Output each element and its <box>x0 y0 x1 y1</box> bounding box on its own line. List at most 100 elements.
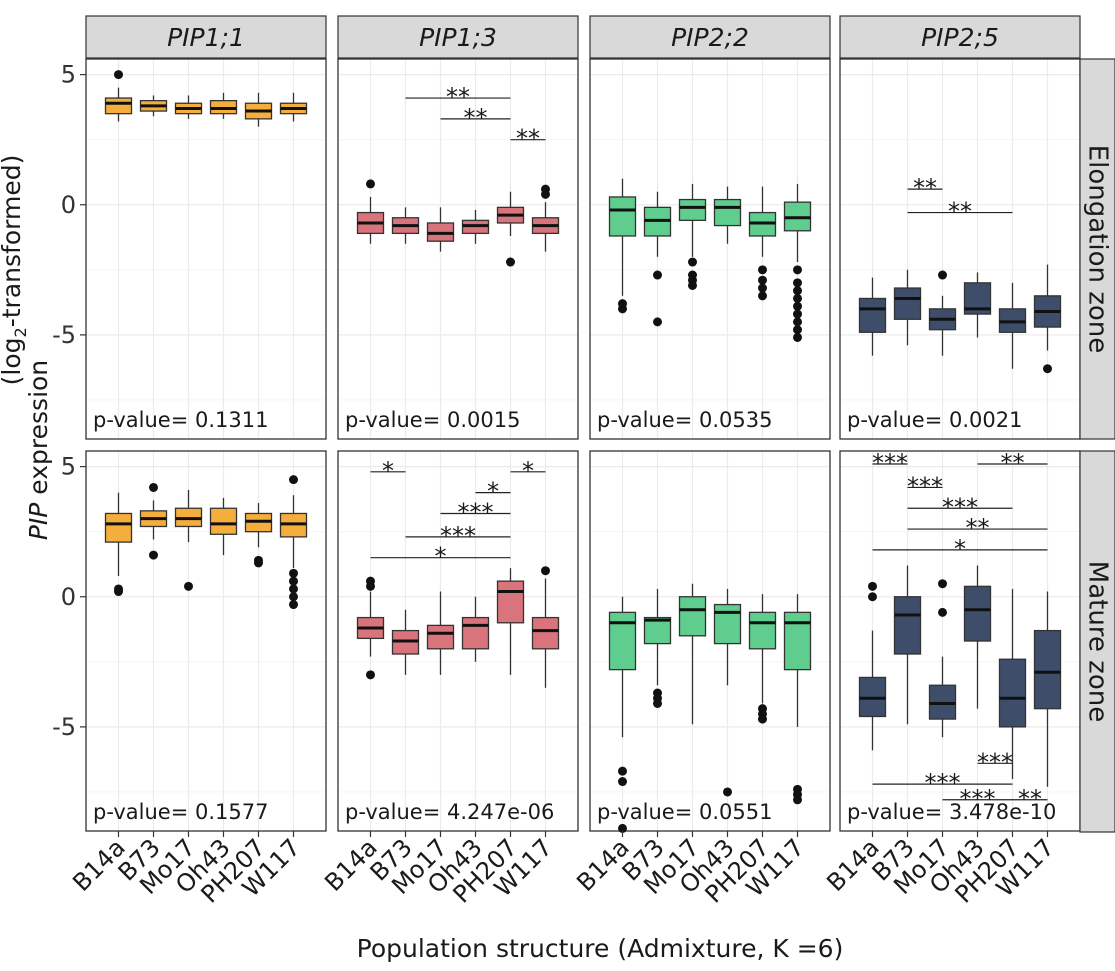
outlier-panel-PIP2-5-mature-B14a-0 <box>868 592 877 602</box>
box-panel-PIP2-5-elongation-B14a <box>858 297 887 333</box>
outlier-panel-PIP2-2-mature-PH207-2 <box>758 714 767 724</box>
sig-label-panel-PIP1-3-mature-5: * <box>435 543 447 571</box>
outlier-panel-PIP2-2-elongation-Mo17-0 <box>688 257 697 267</box>
sig-label-panel-PIP2-5-mature-4: ** <box>966 514 990 542</box>
outlier-panel-PIP2-5-elongation-W117-0 <box>1043 364 1052 374</box>
outlier-panel-PIP2-2-elongation-W117-7 <box>793 325 802 335</box>
y-tick-label-0-0: 0 <box>61 191 76 219</box>
zone-strip-bg-0 <box>1079 58 1115 440</box>
outlier-panel-PIP1-1-elongation-B14a-0 <box>114 70 123 80</box>
y-tick-label-0-5: 5 <box>61 61 76 89</box>
frame-panel-PIP1-1-elongation <box>85 58 327 440</box>
outlier-panel-PIP2-5-elongation-Mo17-0 <box>938 270 947 280</box>
y-tick-label-1-5: 5 <box>61 453 76 481</box>
box-panel-PIP2-2-mature-B14a <box>608 611 637 671</box>
outlier-panel-PIP1-1-mature-W117-1 <box>289 592 298 602</box>
strip-bg-3 <box>839 15 1081 59</box>
outlier-panel-PIP1-1-mature-W117-3 <box>289 576 298 586</box>
box-panel-PIP1-3-mature-W117 <box>531 616 560 650</box>
sig-label-panel-PIP2-5-mature-0: *** <box>872 449 908 477</box>
frame-panel-PIP2-5-elongation <box>839 58 1081 440</box>
outlier-panel-PIP1-1-mature-W117-0 <box>289 600 298 610</box>
box-panel-PIP1-3-mature-Oh43 <box>461 616 490 650</box>
outlier-panel-PIP2-2-mature-Oh43-0 <box>723 787 732 797</box>
outlier-panel-PIP2-5-mature-Mo17-1 <box>938 579 947 589</box>
sig-label-panel-PIP2-5-mature-6: *** <box>977 748 1013 776</box>
outlier-panel-PIP2-2-elongation-W117-6 <box>793 317 802 327</box>
outlier-panel-PIP1-1-mature-Mo17-0 <box>184 581 193 591</box>
outlier-panel-PIP2-2-mature-B14a-1 <box>618 777 627 787</box>
outlier-panel-PIP2-2-elongation-W117-2 <box>793 286 802 296</box>
y-axis-title-gene: PIP <box>24 502 53 540</box>
sig-label-panel-PIP2-5-mature-5: * <box>954 535 966 563</box>
p-value-panel-PIP1-1-elongation: p-value= 0.1311 <box>93 408 268 432</box>
y-tick-label-0--5: -5 <box>52 321 76 349</box>
outlier-panel-PIP2-2-elongation-W117-1 <box>793 278 802 288</box>
outlier-panel-PIP1-1-mature-B73-0 <box>149 550 158 560</box>
sig-label-panel-PIP2-5-mature-3: *** <box>942 493 978 521</box>
sig-label-panel-PIP2-5-elongation-1: ** <box>948 198 972 226</box>
outlier-panel-PIP2-2-elongation-B73-1 <box>653 317 662 327</box>
sig-label-panel-PIP2-5-mature-7: *** <box>925 769 961 797</box>
y-axis-title: PIP expression <box>24 360 53 540</box>
outlier-panel-PIP1-1-mature-W117-5 <box>289 475 298 485</box>
outlier-panel-PIP2-5-mature-Mo17-0 <box>938 607 947 617</box>
outlier-panel-PIP2-2-elongation-B14a-1 <box>618 304 627 314</box>
p-value-panel-PIP2-2-elongation: p-value= 0.0535 <box>597 408 772 432</box>
facet-strips: PIP1;1 PIP1;3 PIP2;2 PIP2;5 Elongation zone M… <box>85 15 1115 833</box>
outlier-panel-PIP1-3-elongation-PH207-0 <box>506 257 515 267</box>
outlier-panel-PIP2-2-elongation-W117-3 <box>793 293 802 303</box>
box-panel-PIP2-5-mature-PH207 <box>998 658 1027 728</box>
box-panel-PIP2-2-mature-Mo17 <box>678 596 707 637</box>
frame-panel-PIP1-3-elongation <box>337 58 579 440</box>
p-value-panel-PIP2-2-mature: p-value= 0.0551 <box>597 800 772 824</box>
zone-label-1: Mature zone <box>1083 561 1113 722</box>
y-axis-title-suffix: -transformed) <box>0 155 26 328</box>
y-axis-title-subscript: 2 <box>11 327 30 337</box>
outlier-panel-PIP2-2-mature-B14a-0 <box>618 766 627 776</box>
frame-panel-PIP1-1-mature <box>85 450 327 832</box>
strip-bg-1 <box>337 15 579 59</box>
outlier-panel-PIP2-2-elongation-B73-0 <box>653 270 662 280</box>
y-axis-title-log: (log <box>0 337 26 385</box>
outlier-panel-PIP2-2-elongation-PH207-1 <box>758 275 767 285</box>
strip-label-PIP2;2: PIP2;2 <box>671 23 749 52</box>
sig-label-panel-PIP1-3-elongation-2: ** <box>516 125 540 153</box>
outlier-panel-PIP1-1-mature-B14a-1 <box>114 584 123 594</box>
outlier-panel-PIP2-2-elongation-PH207-3 <box>758 291 767 301</box>
box-panel-PIP2-2-elongation-Mo17 <box>678 198 707 222</box>
outlier-panel-PIP1-1-mature-W117-2 <box>289 584 298 594</box>
frame-panel-PIP2-2-elongation <box>589 58 831 440</box>
sig-label-panel-PIP1-3-mature-4: *** <box>440 522 476 550</box>
chart-marks: p-value= 0.1311******p-value= 0.0015 p-va… <box>93 70 1062 833</box>
box-panel-PIP2-5-elongation-B73 <box>893 287 922 320</box>
p-value-panel-PIP1-1-mature: p-value= 0.1577 <box>93 800 268 824</box>
outlier-panel-PIP2-2-elongation-W117-5 <box>793 309 802 319</box>
p-value-panel-PIP1-3-elongation: p-value= 0.0015 <box>345 408 520 432</box>
sig-label-panel-PIP1-3-mature-2: * <box>487 478 499 506</box>
sig-label-panel-PIP1-3-mature-3: *** <box>458 498 494 526</box>
outlier-panel-PIP1-1-mature-W117-4 <box>289 568 298 578</box>
box-panel-PIP2-2-elongation-B14a <box>608 196 637 237</box>
outlier-panel-PIP1-3-elongation-B14a-0 <box>366 179 375 189</box>
sig-label-panel-PIP2-5-elongation-0: ** <box>913 174 937 202</box>
box-panel-PIP2-2-mature-PH207 <box>748 611 777 650</box>
zone-strip-bg-1 <box>1079 450 1115 833</box>
outlier-panel-PIP1-3-mature-W117-0 <box>541 566 550 576</box>
outlier-panel-PIP1-3-mature-B14a-2 <box>366 576 375 586</box>
box-panel-PIP2-2-mature-B73 <box>643 616 672 645</box>
box-panel-PIP2-5-mature-W117 <box>1033 629 1062 710</box>
box-panel-PIP1-1-elongation-B14a <box>104 97 133 115</box>
outlier-panel-PIP2-2-elongation-W117-0 <box>793 265 802 275</box>
frame-panel-PIP2-2-mature <box>589 450 831 832</box>
y-axis-title-expression: expression <box>24 360 53 503</box>
outlier-panel-PIP2-2-elongation-W117-4 <box>793 301 802 311</box>
strip-label-PIP1;1: PIP1;1 <box>167 23 245 52</box>
sig-label-panel-PIP2-5-mature-1: ** <box>1001 449 1025 477</box>
outlier-panel-PIP2-2-elongation-PH207-0 <box>758 265 767 275</box>
sig-label-panel-PIP2-5-mature-9: ** <box>1018 785 1042 813</box>
outlier-panel-PIP2-2-mature-B73-2 <box>653 698 662 708</box>
sig-label-panel-PIP1-3-mature-1: * <box>522 457 534 485</box>
box-panel-PIP2-2-elongation-Oh43 <box>713 198 742 227</box>
sig-label-panel-PIP1-3-elongation-1: ** <box>464 104 488 132</box>
